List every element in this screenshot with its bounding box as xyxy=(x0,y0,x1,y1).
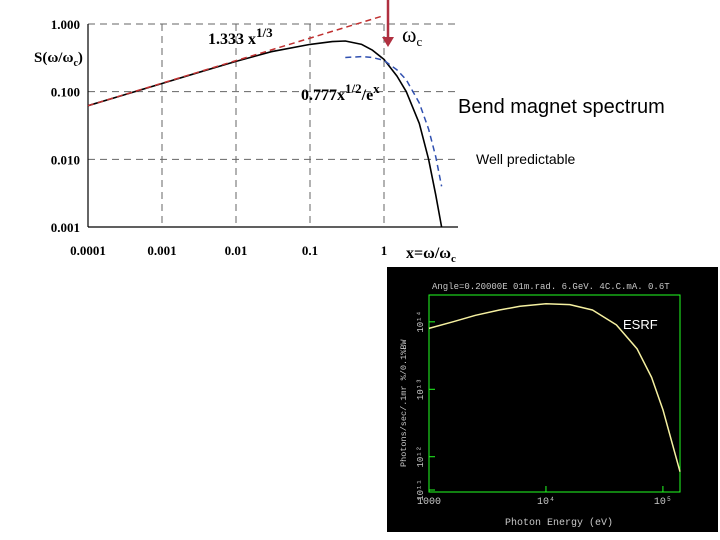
x-axis-label: x=ω/ωc xyxy=(406,245,456,265)
y-tick-label: 1.000 xyxy=(51,17,80,32)
esrf-y-tick-label: 10¹³ xyxy=(416,378,426,400)
x-axis-label-main: x=ω/ω xyxy=(406,245,451,262)
y-tick-label: 0.100 xyxy=(51,85,80,100)
y-axis-label: S(ω/ωc) xyxy=(34,50,83,69)
omega-c-label: ωc xyxy=(402,22,422,49)
series-exp-decay-approx xyxy=(345,55,443,187)
y-tick-labels: 1.000 0.100 0.010 0.001 xyxy=(51,17,80,235)
esrf-y-axis-label: Photons/sec/.1mr %/0.1%BW xyxy=(399,339,409,467)
esrf-frame xyxy=(428,294,681,493)
x-axis-label-sub: c xyxy=(451,253,456,265)
x-tick-label: 1 xyxy=(381,243,388,258)
x-tick-labels: 0.0001 0.001 0.01 0.1 1 xyxy=(70,243,387,258)
annotation-exp-decay-exp2: x xyxy=(373,81,380,96)
annotation-exp-decay-base: 0.777x xyxy=(301,87,345,104)
annotation-exp-decay-mid: /e xyxy=(361,87,374,104)
esrf-label: ESRF xyxy=(623,317,658,332)
x-tick-label: 0.0001 xyxy=(70,243,106,258)
slide-title: Bend magnet spectrum xyxy=(458,96,665,118)
omega-c-label-main: ω xyxy=(402,22,416,47)
x-tick-label: 0.1 xyxy=(302,243,318,258)
annotation-power-law: 1.333 x1/3 xyxy=(208,25,273,48)
x-tick-label: 0.001 xyxy=(147,243,176,258)
esrf-x-tick-label: 10⁴ xyxy=(537,496,555,508)
esrf-spectrum-panel: 1000 10⁴ 10⁵ 10¹⁴ 10¹³ 10¹² 10¹¹ Angle=0.2000… xyxy=(387,267,718,532)
esrf-x-tick-label: 1000 xyxy=(417,497,441,508)
grid-lines xyxy=(87,23,458,228)
esrf-y-tick-label: 10¹¹ xyxy=(416,479,426,501)
y-axis-label-end: ) xyxy=(78,50,83,66)
bend-magnet-chart: 0.0001 0.001 0.01 0.1 1 1.000 0.100 0.010 0.001… xyxy=(34,0,458,265)
esrf-plot-border xyxy=(428,294,681,493)
esrf-x-tick-label: 10⁵ xyxy=(654,497,672,508)
omega-c-label-sub: c xyxy=(416,34,422,49)
series-power-law-approx xyxy=(87,14,385,107)
annotation-exp-decay-exp: 1/2 xyxy=(345,81,362,96)
y-tick-label: 0.010 xyxy=(51,152,80,167)
omega-c-arrow-head xyxy=(382,37,394,47)
series-group xyxy=(87,14,443,228)
esrf-chart: 1000 10⁴ 10⁵ 10¹⁴ 10¹³ 10¹² 10¹¹ Angle=0.2000… xyxy=(399,282,681,529)
annotation-power-law-base: 1.333 x xyxy=(208,31,256,48)
x-tick-label: 0.01 xyxy=(225,243,248,258)
series-exact-spectrum xyxy=(87,40,443,228)
y-axis-label-sub: c xyxy=(73,58,78,69)
y-axis-label-main: S(ω/ω xyxy=(34,50,73,66)
plot-frame xyxy=(87,24,458,228)
esrf-y-tick-labels: 10¹⁴ 10¹³ 10¹² 10¹¹ xyxy=(415,311,435,501)
esrf-chart-title: Angle=0.20000E 01m.rad. 6.GeV. 4C.C.mA. … xyxy=(432,282,670,292)
y-tick-label: 0.001 xyxy=(51,220,80,235)
esrf-x-axis-label: Photon Energy (eV) xyxy=(505,517,613,529)
esrf-x-tick-labels: 1000 10⁴ 10⁵ xyxy=(417,486,672,508)
esrf-y-tick-label: 10¹² xyxy=(416,446,426,468)
annotation-power-law-exp: 1/3 xyxy=(256,25,273,40)
annotation-exp-decay: 0.777x1/2/ex xyxy=(301,81,380,104)
esrf-series xyxy=(428,303,681,472)
esrf-y-tick-label: 10¹⁴ xyxy=(415,311,426,333)
slide-subtitle: Well predictable xyxy=(476,151,576,167)
esrf-flux-curve xyxy=(428,303,681,472)
